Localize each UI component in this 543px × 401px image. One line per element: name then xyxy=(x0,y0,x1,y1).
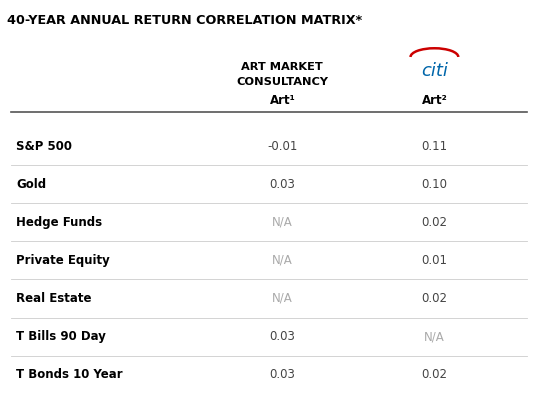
Text: Private Equity: Private Equity xyxy=(16,254,110,267)
Text: N/A: N/A xyxy=(272,216,293,229)
Text: ART MARKET: ART MARKET xyxy=(242,62,323,72)
Text: 0.02: 0.02 xyxy=(421,216,447,229)
Text: citi: citi xyxy=(421,63,448,81)
Text: T Bills 90 Day: T Bills 90 Day xyxy=(16,330,106,343)
Text: 40-YEAR ANNUAL RETURN CORRELATION MATRIX*: 40-YEAR ANNUAL RETURN CORRELATION MATRIX… xyxy=(7,14,362,27)
Text: Hedge Funds: Hedge Funds xyxy=(16,216,103,229)
Text: Art¹: Art¹ xyxy=(269,94,295,107)
Text: 0.10: 0.10 xyxy=(421,178,447,190)
Text: 0.01: 0.01 xyxy=(421,254,447,267)
Text: S&P 500: S&P 500 xyxy=(16,140,72,152)
Text: 0.03: 0.03 xyxy=(269,330,295,343)
Text: T Bonds 10 Year: T Bonds 10 Year xyxy=(16,368,123,381)
Text: 0.02: 0.02 xyxy=(421,292,447,305)
Text: 0.03: 0.03 xyxy=(269,178,295,190)
Text: N/A: N/A xyxy=(272,292,293,305)
Text: Gold: Gold xyxy=(16,178,46,190)
Text: 0.02: 0.02 xyxy=(421,368,447,381)
Text: 0.03: 0.03 xyxy=(269,368,295,381)
Text: N/A: N/A xyxy=(424,330,445,343)
Text: -0.01: -0.01 xyxy=(267,140,298,152)
Text: N/A: N/A xyxy=(272,254,293,267)
Text: CONSULTANCY: CONSULTANCY xyxy=(236,77,329,87)
Text: Real Estate: Real Estate xyxy=(16,292,92,305)
Text: Art²: Art² xyxy=(421,94,447,107)
Text: 0.11: 0.11 xyxy=(421,140,447,152)
